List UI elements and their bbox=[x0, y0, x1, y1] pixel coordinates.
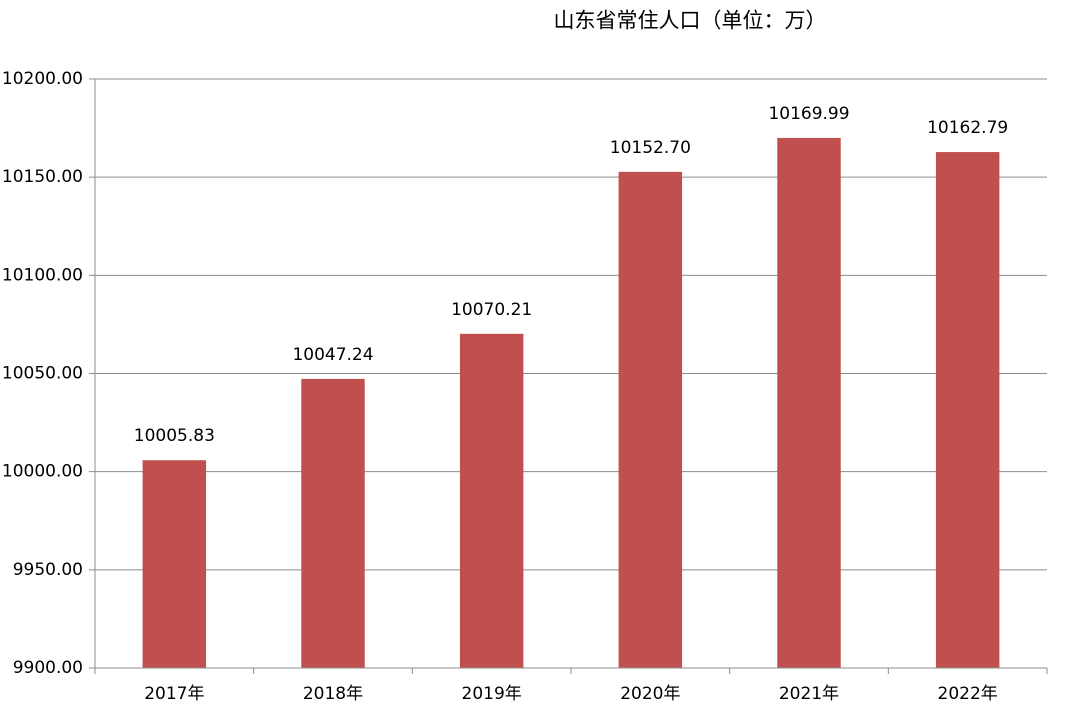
x-tick-label: 2021年 bbox=[779, 684, 839, 704]
bar bbox=[777, 137, 841, 669]
bar bbox=[618, 171, 683, 668]
x-tick-label: 2017年 bbox=[144, 684, 204, 704]
x-tick-label: 2022年 bbox=[938, 684, 998, 704]
y-tick-label: 10150.00 bbox=[2, 167, 83, 187]
data-label: 10047.24 bbox=[292, 345, 373, 365]
bar bbox=[459, 333, 524, 668]
bar bbox=[301, 378, 365, 668]
x-tick-label: 2019年 bbox=[462, 684, 522, 704]
data-label: 10070.21 bbox=[451, 300, 532, 320]
data-label: 10152.70 bbox=[610, 138, 691, 158]
bar bbox=[935, 152, 1000, 668]
y-tick-label: 10050.00 bbox=[2, 364, 83, 384]
data-label: 10169.99 bbox=[768, 104, 849, 124]
y-tick-label: 9950.00 bbox=[13, 560, 83, 580]
y-tick-label: 10100.00 bbox=[2, 265, 83, 285]
data-label: 10005.83 bbox=[134, 426, 215, 446]
data-label: 10162.79 bbox=[927, 118, 1008, 138]
x-tick-label: 2018年 bbox=[303, 684, 363, 704]
x-tick-label: 2020年 bbox=[620, 684, 680, 704]
y-tick-label: 10200.00 bbox=[2, 69, 83, 89]
bar bbox=[142, 460, 207, 668]
chart-title: 山东省常住人口（单位：万） bbox=[554, 9, 827, 33]
y-tick-label: 10000.00 bbox=[2, 462, 83, 482]
y-tick-label: 9900.00 bbox=[13, 658, 83, 678]
